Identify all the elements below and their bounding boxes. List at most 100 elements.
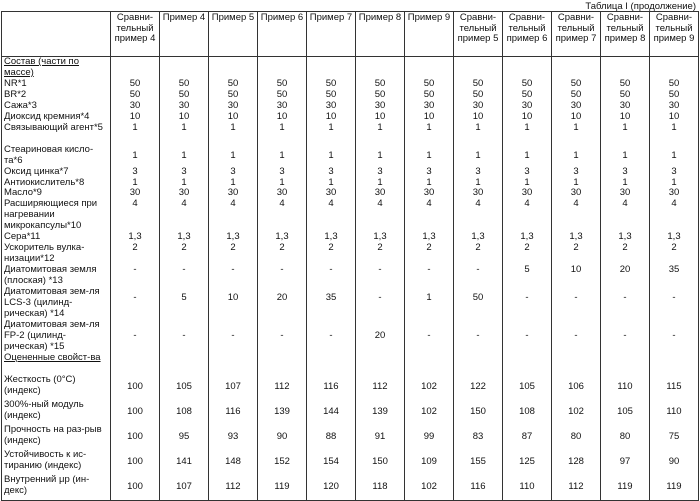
value-cell: 2 — [503, 243, 552, 265]
empty-cell — [650, 353, 699, 375]
value-cell: 102 — [405, 400, 454, 425]
value-cell: 102 — [405, 375, 454, 400]
value-cell: - — [601, 320, 650, 353]
value-cell: 3 — [650, 167, 699, 178]
value-cell: 50 — [160, 79, 209, 90]
value-cell: 50 — [111, 79, 160, 90]
value-cell: 2 — [160, 243, 209, 265]
value-cell: - — [601, 287, 650, 320]
value-cell: 3 — [258, 167, 307, 178]
empty-cell — [307, 57, 356, 80]
row-label: Устойчивость к ис-тиранию (индекс) — [2, 450, 111, 475]
value-cell: 30 — [307, 188, 356, 199]
value-cell: 1 — [650, 178, 699, 189]
empty-cell — [160, 57, 209, 80]
value-cell: - — [405, 320, 454, 353]
value-cell: - — [650, 287, 699, 320]
value-cell: 1 — [405, 178, 454, 189]
value-cell: 30 — [307, 101, 356, 112]
empty-cell — [356, 57, 405, 80]
column-header: Пример 4 — [160, 12, 209, 57]
value-cell: 1 — [454, 145, 503, 167]
empty-cell — [111, 57, 160, 80]
value-cell: - — [552, 320, 601, 353]
value-cell: 30 — [454, 188, 503, 199]
value-cell: 112 — [356, 375, 405, 400]
empty-cell — [650, 57, 699, 80]
value-cell: 30 — [503, 188, 552, 199]
value-cell: 110 — [503, 475, 552, 501]
value-cell: 30 — [601, 101, 650, 112]
table-row: Прочность на раз-рыв (индекс)10095939088… — [2, 425, 699, 450]
value-cell: 50 — [552, 79, 601, 90]
value-cell: - — [209, 265, 258, 287]
value-cell: 10 — [552, 112, 601, 123]
value-cell: 141 — [160, 450, 209, 475]
value-cell: 1,3 — [552, 232, 601, 243]
empty-cell — [503, 353, 552, 375]
value-cell: 100 — [111, 375, 160, 400]
empty-cell — [503, 57, 552, 80]
table-row: Масло*9303030303030303030303030 — [2, 188, 699, 199]
value-cell: 1 — [258, 178, 307, 189]
value-cell: 1 — [258, 145, 307, 167]
value-cell: 1 — [601, 123, 650, 145]
row-label: Расширяющиеся при нагревании микрокапсул… — [2, 199, 111, 232]
value-cell: 1 — [454, 123, 503, 145]
value-cell: 10 — [405, 112, 454, 123]
value-cell: 30 — [650, 188, 699, 199]
value-cell: 10 — [552, 265, 601, 287]
value-cell: 109 — [405, 450, 454, 475]
value-cell: 108 — [160, 400, 209, 425]
value-cell: - — [356, 265, 405, 287]
table-row: Диатомитовая зем-ля FP-2 (цилинд-рическа… — [2, 320, 699, 353]
value-cell: 107 — [160, 475, 209, 501]
column-header: Сравни-тельный пример 7 — [552, 12, 601, 57]
header-blank — [2, 12, 111, 57]
value-cell: 10 — [356, 112, 405, 123]
value-cell: 2 — [356, 243, 405, 265]
value-cell: 50 — [356, 90, 405, 101]
value-cell: 4 — [503, 199, 552, 232]
value-cell: - — [503, 320, 552, 353]
table-row: Устойчивость к ис-тиранию (индекс)100141… — [2, 450, 699, 475]
row-label: Стеариновая кисло-та*6 — [2, 145, 111, 167]
header-row: Сравни-тельный пример 4Пример 4Пример 5П… — [2, 12, 699, 57]
value-cell: 88 — [307, 425, 356, 450]
value-cell: 50 — [503, 90, 552, 101]
value-cell: 1 — [160, 178, 209, 189]
empty-cell — [454, 57, 503, 80]
value-cell: 4 — [650, 199, 699, 232]
value-cell: 50 — [650, 90, 699, 101]
value-cell: 30 — [454, 101, 503, 112]
row-label: 300%-ный модуль (индекс) — [2, 400, 111, 425]
empty-cell — [601, 57, 650, 80]
value-cell: 2 — [552, 243, 601, 265]
value-cell: 100 — [111, 425, 160, 450]
value-cell: 20 — [258, 287, 307, 320]
value-cell: 1 — [111, 178, 160, 189]
value-cell: 154 — [307, 450, 356, 475]
value-cell: 152 — [258, 450, 307, 475]
value-cell: 1 — [160, 123, 209, 145]
value-cell: 116 — [209, 400, 258, 425]
value-cell: 139 — [258, 400, 307, 425]
value-cell: 150 — [356, 450, 405, 475]
value-cell: 10 — [258, 112, 307, 123]
value-cell: 91 — [356, 425, 405, 450]
table-row: Сажа*3303030303030303030303030 — [2, 101, 699, 112]
value-cell: 119 — [258, 475, 307, 501]
value-cell: 30 — [405, 101, 454, 112]
value-cell: 1 — [601, 178, 650, 189]
value-cell: 30 — [111, 101, 160, 112]
value-cell: 1 — [601, 145, 650, 167]
value-cell: 100 — [111, 450, 160, 475]
row-label: Прочность на раз-рыв (индекс) — [2, 425, 111, 450]
value-cell: 35 — [650, 265, 699, 287]
value-cell: 50 — [209, 79, 258, 90]
value-cell: 30 — [209, 188, 258, 199]
column-header: Пример 8 — [356, 12, 405, 57]
value-cell: - — [454, 265, 503, 287]
value-cell: - — [307, 320, 356, 353]
column-header: Пример 9 — [405, 12, 454, 57]
